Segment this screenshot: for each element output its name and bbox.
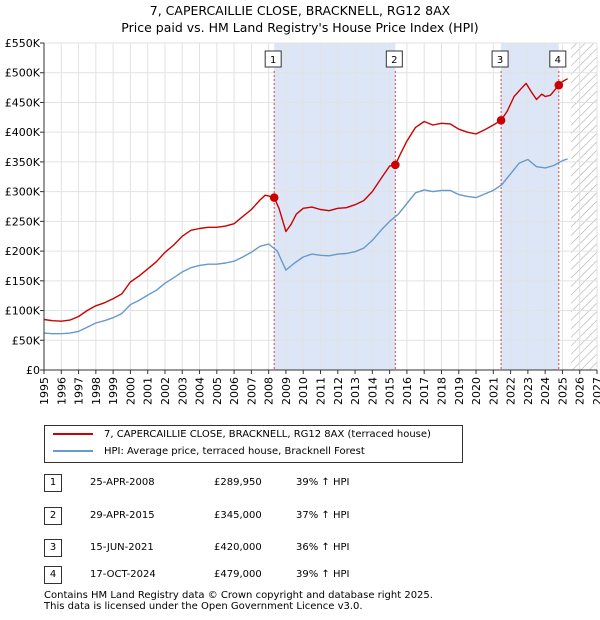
x-tick-label: 2020 [470,377,483,405]
sale-point-3 [496,115,506,125]
sale-number-badge: 3 [44,539,62,557]
y-tick-label: £350K [5,156,41,169]
y-tick-label: £500K [5,67,41,80]
forecast-hatch [571,43,597,370]
x-tick-label: 2022 [505,377,518,405]
y-tick-label: £450K [5,96,41,109]
x-tick-label: 2000 [124,377,137,405]
series-line-property [43,78,568,322]
sale-date: 29-APR-2015 [90,510,155,521]
shaded-period-2 [501,43,559,370]
x-tick-label: 2002 [159,377,172,405]
sale-date: 25-APR-2008 [90,477,155,488]
marker-box-3 [491,50,509,68]
x-tick-label: 2010 [297,377,310,405]
footer-line-2: This data is licensed under the Open Gov… [44,601,363,612]
sale-price: £345,000 [214,510,262,521]
x-tick-label: 2013 [349,377,362,405]
shaded-period-1 [274,43,396,370]
y-tick-label: £300K [5,186,41,199]
y-tick-label: £400K [5,126,41,139]
x-tick-label: 2018 [435,377,448,405]
sale-number-badge: 4 [44,566,62,584]
sale-point-2 [391,160,400,170]
marker-label-1: 1 [270,55,276,66]
sale-date: 17-OCT-2024 [90,569,156,580]
title-line-1: 7, CAPERCAILLIE CLOSE, BRACKNELL, RG12 8… [149,3,451,18]
x-tick-label: 2016 [401,377,414,405]
marker-box-4 [549,50,567,68]
marker-label-3: 3 [497,55,503,66]
sale-number-badge: 2 [44,507,62,525]
y-tick-label: £200K [5,245,41,258]
sale-row: 4 17-OCT-2024 £479,000 39% ↑ HPI [44,566,464,584]
series-line-hpi [43,158,568,335]
x-tick-label: 2006 [228,377,241,405]
y-tick-label: £550K [5,37,41,50]
x-tick-label: 2025 [556,377,569,405]
legend-item-property: 7, CAPERCAILLIE CLOSE, BRACKNELL, RG12 8… [53,427,431,443]
x-tick-label: 2024 [539,377,552,405]
legend-label-hpi: HPI: Average price, terraced house, Brac… [104,446,365,457]
sale-price: £420,000 [214,542,262,553]
footer-attribution: Contains HM Land Registry data © Crown c… [44,590,584,612]
x-tick-label: 2007 [245,377,258,405]
marker-label-2: 2 [391,55,397,66]
sale-point-4 [554,80,564,90]
y-tick-label: £0 [26,364,40,377]
sale-number-badge: 1 [44,474,62,492]
chart-title: 7, CAPERCAILLIE CLOSE, BRACKNELL, RG12 8… [0,2,600,36]
x-tick-label: 2011 [315,377,328,405]
y-tick-label: £150K [5,275,41,288]
x-tick-label: 2023 [522,377,535,405]
x-tick-label: 2019 [453,377,466,405]
x-tick-label: 2009 [280,377,293,405]
title-line-2: Price paid vs. HM Land Registry's House … [121,20,479,35]
sale-hpi-change: 37% ↑ HPI [296,510,350,521]
x-tick-label: 2001 [142,377,155,405]
x-tick-label: 1999 [107,377,120,405]
x-tick-label: 1996 [55,377,68,405]
sale-row: 2 29-APR-2015 £345,000 37% ↑ HPI [44,507,464,525]
y-tick-label: £250K [5,215,41,228]
marker-label-4: 4 [555,55,561,66]
x-tick-label: 2017 [418,377,431,405]
sale-point-1 [269,193,279,202]
legend: 7, CAPERCAILLIE CLOSE, BRACKNELL, RG12 8… [44,425,463,463]
x-tick-label: 1998 [90,377,103,405]
sale-price: £479,000 [214,569,262,580]
sale-hpi-change: 36% ↑ HPI [296,542,350,553]
sale-price: £289,950 [214,477,262,488]
legend-swatch-property [53,433,93,435]
x-tick-label: 2005 [211,377,224,405]
price-chart: 1 2 3 4 £0 £50K £100K £150K £200K £250K £300K £350K… [5,37,600,405]
legend-item-hpi: HPI: Average price, terraced house, Brac… [53,444,365,460]
legend-label-property: 7, CAPERCAILLIE CLOSE, BRACKNELL, RG12 8… [104,429,431,440]
x-tick-label: 1997 [73,377,86,405]
x-tick-label: 1995 [38,377,51,405]
sale-hpi-change: 39% ↑ HPI [296,477,350,488]
y-tick-label: £100K [5,305,41,318]
sale-hpi-change: 39% ↑ HPI [296,569,350,580]
legend-swatch-hpi [53,450,93,452]
marker-box-2 [385,50,403,68]
x-tick-label: 2004 [194,377,207,405]
marker-box-1 [264,50,282,68]
sale-date: 15-JUN-2021 [90,542,154,553]
x-tick-label: 2014 [366,377,379,405]
x-tick-label: 2012 [332,377,345,405]
x-tick-label: 2021 [487,377,500,405]
x-tick-label: 2027 [591,377,600,405]
x-tick-label: 2015 [384,377,397,405]
x-tick-label: 2003 [176,377,189,405]
footer-line-1: Contains HM Land Registry data © Crown c… [44,590,433,601]
y-tick-label: £50K [12,334,41,347]
sale-row: 1 25-APR-2008 £289,950 39% ↑ HPI [44,474,464,492]
sale-row: 3 15-JUN-2021 £420,000 36% ↑ HPI [44,539,464,557]
x-tick-label: 2008 [263,377,276,405]
x-tick-label: 2026 [574,377,587,405]
